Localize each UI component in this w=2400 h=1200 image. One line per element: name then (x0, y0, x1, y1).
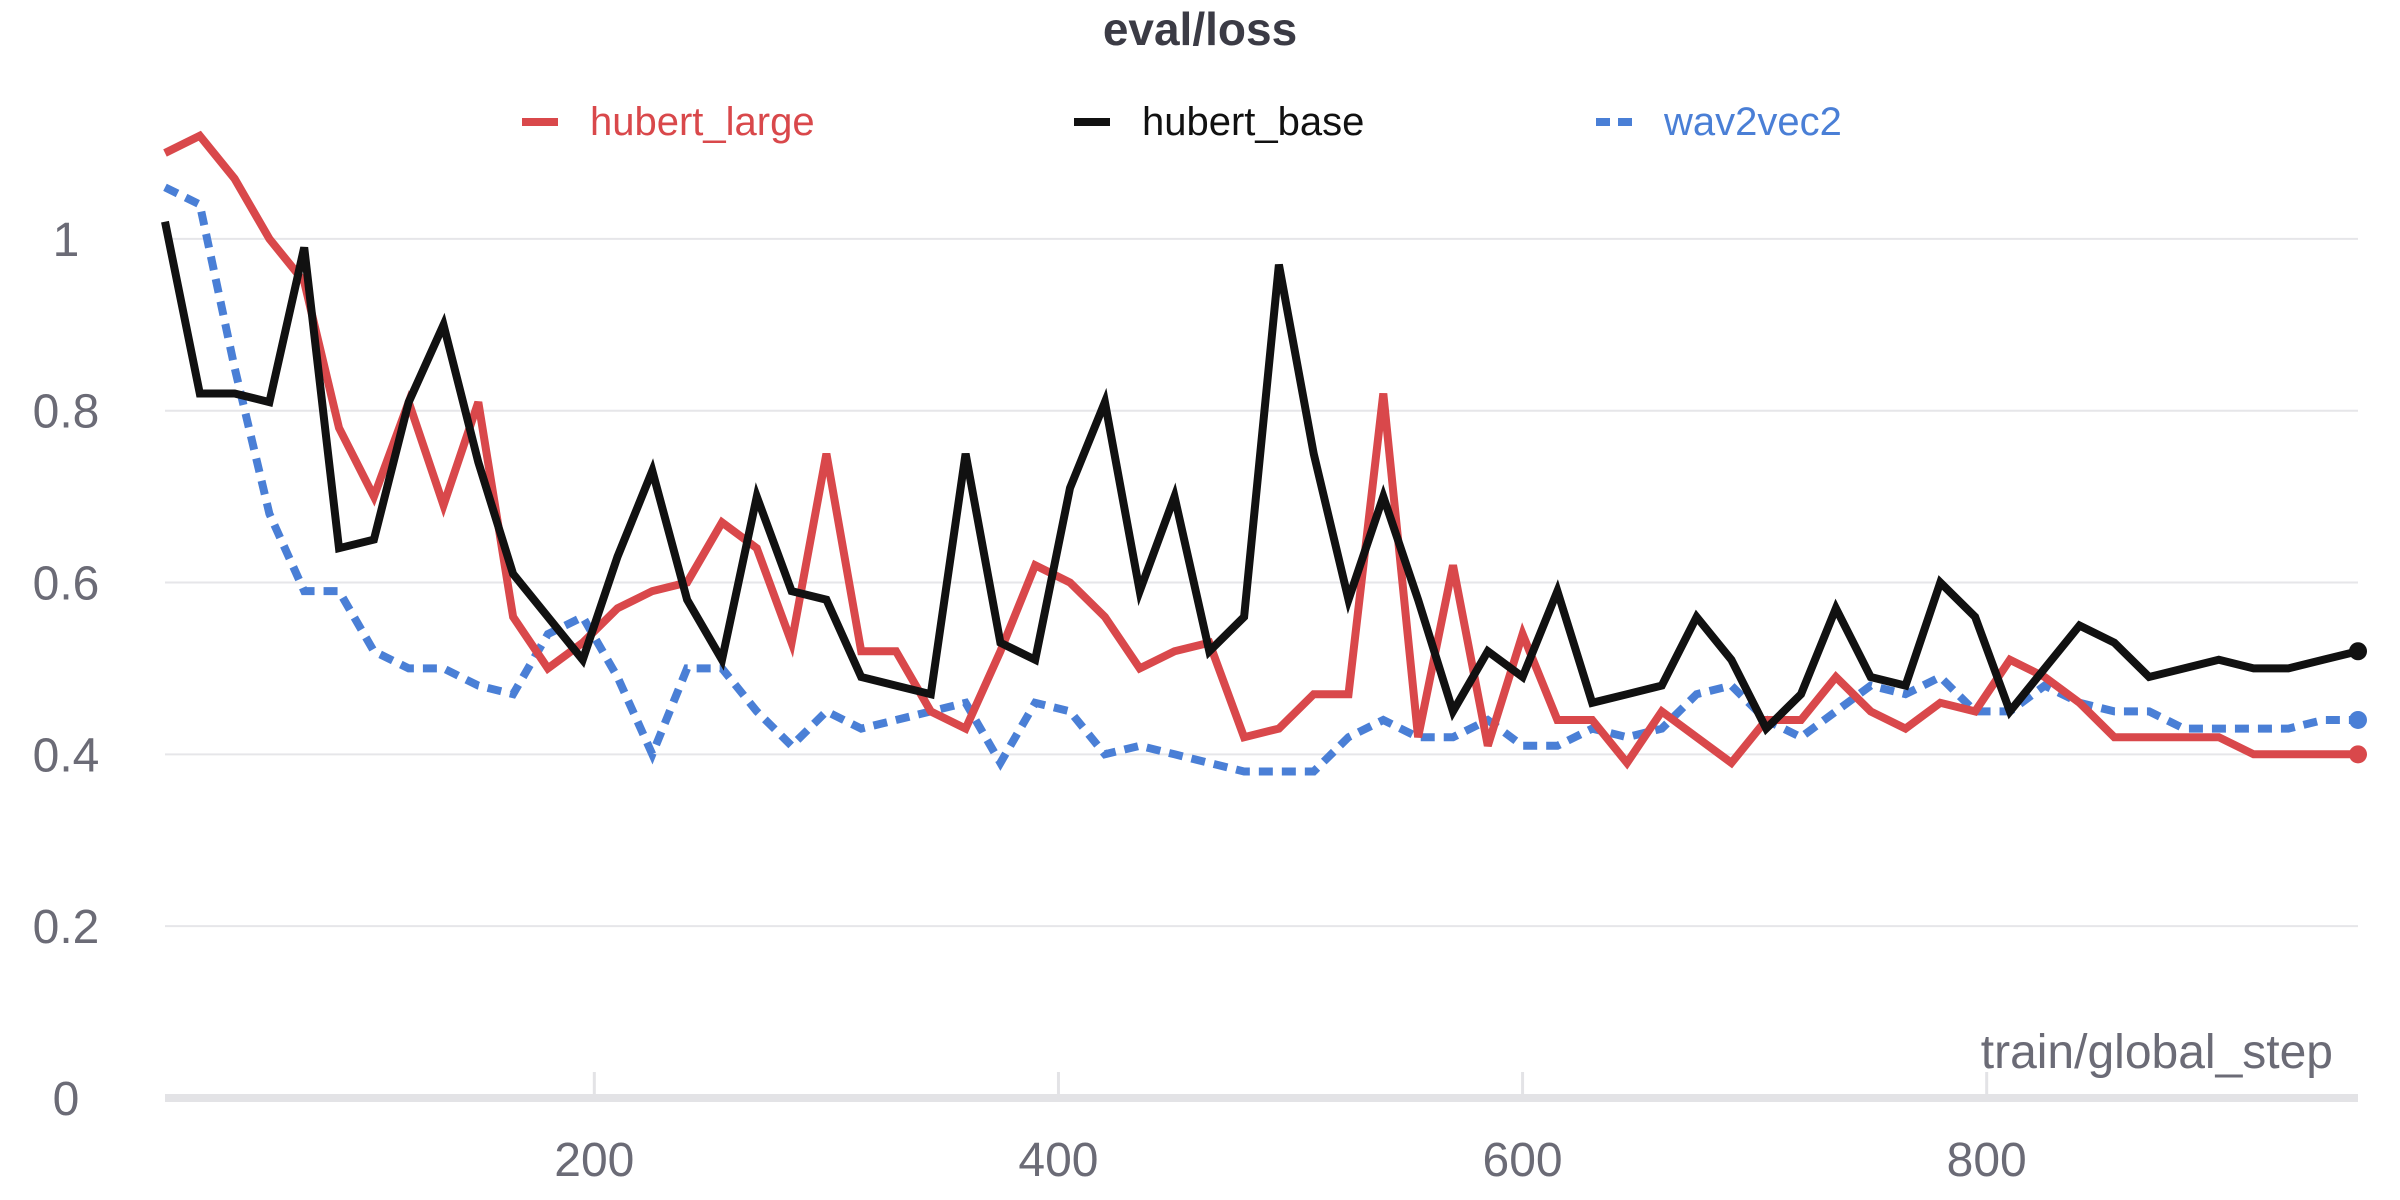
x-tick-label: 400 (1018, 1134, 1098, 1187)
series-end-marker-wav2vec2 (2349, 710, 2367, 729)
legend-label-wav2vec2: wav2vec2 (1664, 99, 1842, 144)
series-line-hubert-large (163, 130, 2358, 770)
x-axis-title: train/global_step (1981, 1026, 2333, 1079)
y-tick-label: 0.6 (33, 558, 100, 611)
y-tick-label: 0 (53, 1073, 80, 1126)
legend-item-hubert-large[interactable]: hubert_large (522, 92, 815, 152)
x-tick-label: 800 (1947, 1134, 2027, 1187)
x-tick-label: 600 (1483, 1134, 1563, 1187)
legend-swatch-hubert-base (1074, 117, 1110, 127)
series-line-wav2vec2 (163, 183, 2358, 776)
y-tick-label: 1 (53, 214, 80, 267)
series-end-marker-hubert-base (2349, 642, 2367, 661)
chart-title: eval/loss (1102, 3, 1298, 55)
y-tick-label: 0.2 (33, 901, 100, 954)
legend-item-hubert-base[interactable]: hubert_base (1074, 92, 1364, 152)
legend-label-hubert-large: hubert_large (590, 99, 815, 144)
legend: hubert_large hubert_base wav2vec2 (0, 92, 2400, 152)
x-tick-label: 200 (554, 1134, 634, 1187)
y-tick-label: 0.4 (33, 729, 100, 782)
legend-item-wav2vec2[interactable]: wav2vec2 (1596, 92, 1842, 152)
series-end-marker-hubert-large (2349, 745, 2367, 764)
series-line-hubert-base (161, 220, 2359, 736)
legend-label-hubert-base: hubert_base (1142, 99, 1365, 144)
legend-swatch-wav2vec2 (1596, 117, 1632, 127)
y-tick-label: 0.8 (33, 386, 100, 439)
legend-swatch-hubert-large (522, 117, 558, 127)
